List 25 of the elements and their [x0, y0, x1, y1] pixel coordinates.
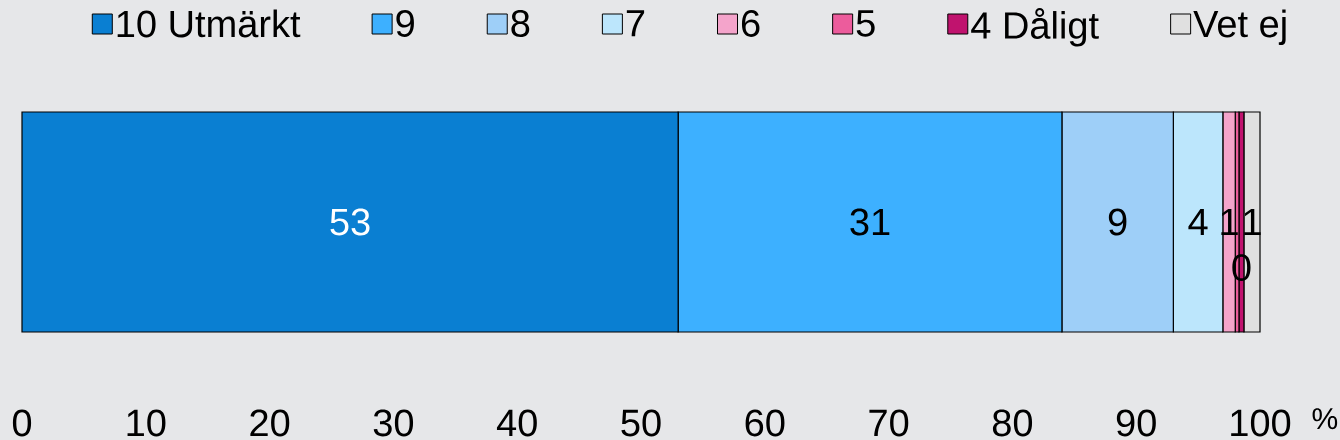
- legend-label: 5: [856, 10, 875, 37]
- x-tick-label: 70: [869, 409, 909, 437]
- x-tick-label: 0: [12, 409, 32, 437]
- legend-label: 6: [741, 9, 760, 37]
- data-label: 53: [330, 208, 370, 236]
- data-label: 4: [1188, 208, 1208, 236]
- x-tick-label: 50: [621, 409, 661, 437]
- legend-label: Vet ej: [1193, 9, 1286, 45]
- x-tick-label: 100: [1231, 409, 1291, 437]
- data-label: 0: [1232, 254, 1251, 282]
- legend-label: 8: [511, 9, 530, 37]
- x-tick-label: 90: [1116, 409, 1156, 437]
- legend-label: 7: [626, 10, 645, 37]
- legend-label: 10 Utmärkt: [117, 9, 301, 38]
- x-tick-label: 20: [250, 409, 290, 437]
- x-tick-label: 60: [745, 409, 785, 437]
- x-tick-label: 80: [992, 409, 1033, 437]
- legend-label: 9: [396, 9, 414, 37]
- x-axis-title: %: [1312, 408, 1338, 430]
- x-tick-label: 10: [127, 409, 166, 437]
- data-label: 31: [850, 208, 890, 236]
- data-label: 9: [1108, 208, 1127, 236]
- legend-label: 4 Dåligt: [971, 7, 1099, 47]
- x-tick-label: 40: [496, 409, 537, 437]
- x-tick-label: 30: [373, 409, 414, 437]
